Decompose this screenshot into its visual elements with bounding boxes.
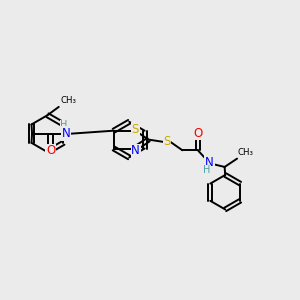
Text: N: N [205, 156, 214, 169]
Text: N: N [131, 144, 140, 158]
Text: O: O [193, 127, 203, 140]
Text: CH₃: CH₃ [60, 96, 76, 105]
Text: O: O [46, 144, 55, 158]
Text: H: H [203, 165, 211, 175]
Text: S: S [163, 135, 171, 148]
Text: CH₃: CH₃ [238, 148, 254, 157]
Text: S: S [131, 123, 139, 136]
Text: H: H [60, 120, 67, 130]
Text: N: N [61, 127, 70, 140]
